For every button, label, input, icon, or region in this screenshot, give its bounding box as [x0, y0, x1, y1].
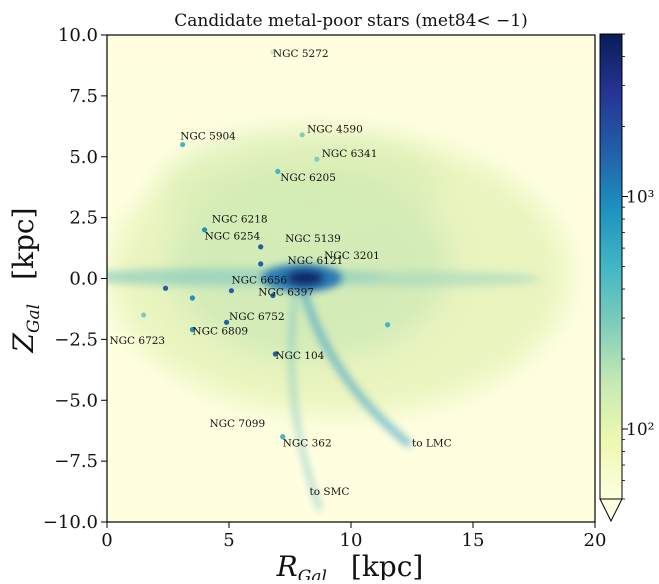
- annotation-label: NGC 6752: [229, 311, 285, 323]
- x-tick-label: 5: [223, 530, 234, 551]
- y-tick-label: −2.5: [54, 329, 98, 350]
- cluster-layer: [141, 49, 391, 440]
- annotation-label: NGC 5139: [285, 233, 341, 245]
- upper-halo-lobe: [160, 130, 440, 240]
- magellanic-stream-smc: [288, 289, 323, 511]
- y-axis: 10.0 7.5 5.0 2.5 0.0 −2.5 −5.0 −7.5 −10.0: [43, 25, 107, 533]
- y-tick-label: 0.0: [69, 269, 98, 290]
- x-axis-label-unit: [kpc]: [351, 550, 423, 580]
- annotation-label: to LMC: [412, 438, 452, 450]
- magellanic-stream-lmc: [299, 288, 413, 448]
- y-tick-label: 5.0: [69, 147, 98, 168]
- annotation-label: to SMC: [310, 486, 350, 498]
- cluster-point: [258, 261, 264, 267]
- annotation-label: NGC 6809: [192, 326, 248, 338]
- y-tick-label: 2.5: [69, 208, 98, 229]
- cluster-point: [280, 434, 286, 440]
- cluster-point: [314, 156, 320, 162]
- y-tick-label: 7.5: [69, 86, 98, 107]
- annotation-layer: NGC 5272 NGC 4590 NGC 5904 NGC 6341 NGC 6205…: [109, 48, 451, 498]
- annotation-label: NGC 7099: [209, 418, 265, 430]
- annotation-label: NGC 6218: [212, 213, 268, 225]
- annotation-label: NGC 5904: [180, 131, 236, 143]
- cluster-point: [385, 322, 391, 328]
- cluster-point: [223, 319, 230, 325]
- annotation-label: NGC 6254: [205, 231, 261, 243]
- cluster-point: [270, 292, 276, 299]
- annotation-label: NGC 6205: [280, 172, 336, 184]
- colorbar-extend-triangle: [599, 498, 623, 523]
- x-tick-label: 10: [340, 530, 363, 551]
- cluster-point: [258, 244, 264, 250]
- cluster-point: [270, 49, 276, 55]
- colorbar: 10² 10³: [599, 33, 654, 523]
- annotation-label: NGC 4590: [307, 123, 363, 135]
- x-axis: 0 5 10 15 20: [101, 522, 606, 551]
- y-axis-label-main: Z: [7, 333, 40, 354]
- cluster-point: [272, 351, 278, 357]
- cluster-point: [180, 141, 186, 148]
- colorbar-tick-label: 10³: [626, 188, 654, 208]
- cluster-point: [189, 327, 195, 333]
- x-tick-label: 20: [584, 530, 607, 551]
- cluster-point: [228, 288, 235, 294]
- annotation-label: NGC 362: [283, 438, 332, 450]
- colorbar-gradient: [599, 33, 623, 500]
- cluster-point: [189, 295, 195, 301]
- annotation-label: NGC 6397: [258, 287, 314, 299]
- annotation-label: NGC 5272: [273, 48, 329, 60]
- cluster-point: [299, 132, 305, 138]
- y-axis-label: ZGal [kpc]: [7, 207, 44, 353]
- y-tick-label: −5.0: [54, 390, 98, 411]
- cluster-point: [162, 285, 169, 291]
- annotation-label: NGC 6723: [109, 335, 165, 347]
- x-axis-label-main: R: [276, 550, 298, 580]
- annotation-label: NGC 6121: [288, 255, 344, 267]
- annotation-label: NGC 3201: [324, 250, 380, 262]
- cluster-point: [202, 227, 208, 233]
- y-tick-label: −7.5: [54, 451, 98, 472]
- chart-title: Candidate metal-poor stars (met84< −1): [174, 11, 528, 31]
- y-axis-label-sub: Gal: [24, 304, 44, 333]
- annotation-label: NGC 6656: [231, 274, 287, 286]
- colorbar-tick-label: 10²: [626, 420, 654, 440]
- x-axis-label: RGal [kpc]: [276, 550, 424, 580]
- cluster-point: [275, 168, 281, 174]
- x-axis-label-sub: Gal: [298, 567, 327, 580]
- bulge-core-inner: [287, 271, 323, 285]
- disk-band-far: [320, 271, 540, 287]
- x-tick-label: 0: [101, 530, 112, 551]
- y-tick-label: 10.0: [58, 25, 98, 46]
- x-tick-label: 15: [462, 530, 485, 551]
- y-tick-label: −10.0: [43, 512, 98, 533]
- cluster-point: [141, 312, 147, 318]
- annotation-label: NGC 104: [275, 350, 324, 362]
- colorbar-ticks: 10² 10³: [622, 33, 654, 500]
- density-layer: [107, 49, 570, 511]
- y-axis-label-unit: [kpc]: [7, 207, 40, 279]
- annotation-label: NGC 6341: [322, 148, 378, 160]
